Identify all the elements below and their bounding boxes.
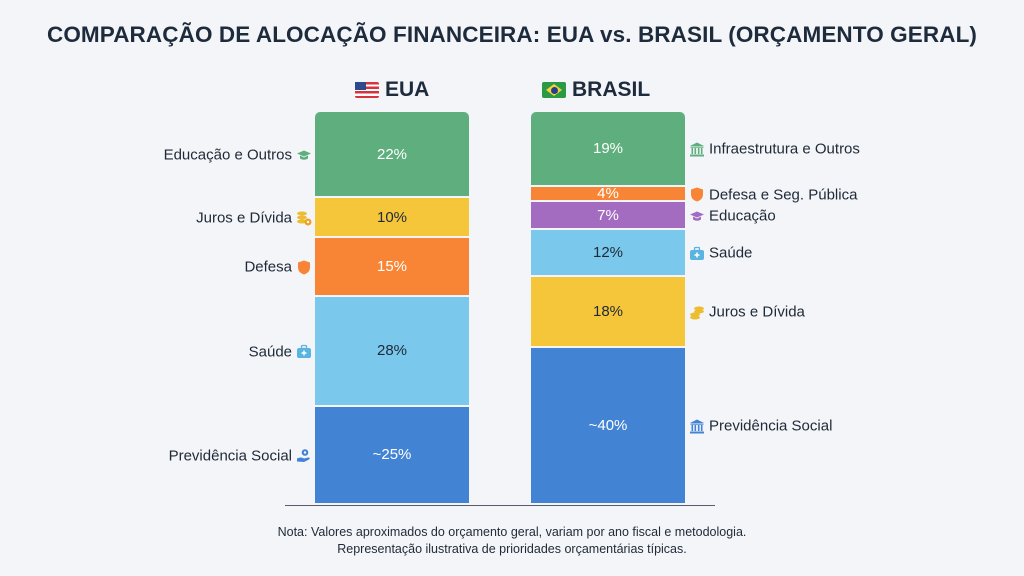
category-label-text: Previdência Social: [709, 417, 833, 435]
data-label: ~40%: [588, 416, 628, 434]
category-label-saude: Saúde: [689, 245, 752, 262]
graduation-cap-icon: [296, 147, 312, 163]
x-axis-baseline: [285, 505, 715, 506]
medical-kit-icon: [689, 245, 705, 261]
footnote-line: Representação ilustrativa de prioridades…: [337, 542, 687, 556]
bar-segment-previdencia-social: ~40%: [531, 347, 685, 505]
bar-segment-defesa-e-seg-publica: 4%: [531, 185, 685, 203]
data-label: 22%: [376, 145, 408, 163]
coins-gear-icon: [296, 210, 312, 226]
bar-segment-infraestrutura-e-outros: 19%: [531, 112, 685, 187]
stacked-bar-brasil: 19% 4% 7% 12% 18% ~40%: [531, 112, 685, 505]
coins-icon: [689, 304, 705, 320]
data-label: 10%: [376, 208, 408, 226]
column-header-label: EUA: [385, 78, 430, 101]
data-label: 12%: [592, 243, 624, 261]
category-label-juros-e-divida: Juros e Dívida: [689, 304, 805, 321]
bar-segment-juros-e-divida: 18%: [531, 277, 685, 348]
column-header-eua: EUA: [355, 78, 429, 102]
shield-icon: [296, 259, 312, 275]
data-label: 7%: [597, 206, 619, 224]
category-label-educacao: Educação: [689, 208, 776, 225]
category-label-text: Educação e Outros: [163, 146, 292, 164]
hand-gear-icon: [296, 448, 312, 464]
footnote-line: Nota: Valores aproximados do orçamento g…: [277, 525, 747, 539]
category-label-juros-e-divida: Juros e Dívida: [196, 210, 312, 227]
category-label-text: Educação: [709, 207, 776, 225]
category-label-text: Juros e Dívida: [196, 209, 292, 227]
bar-segment-defesa: 15%: [315, 237, 469, 297]
column-header-label: BRASIL: [572, 78, 651, 101]
data-label: 4%: [597, 185, 619, 203]
category-label-defesa: Defesa: [244, 259, 312, 276]
bar-segment-saude: 12%: [531, 229, 685, 278]
category-label-text: Saúde: [248, 343, 292, 361]
bank-building-icon: [689, 418, 705, 434]
brazil-flag-icon: [542, 82, 566, 98]
data-label: 18%: [592, 302, 624, 320]
category-label-text: Previdência Social: [168, 447, 292, 465]
data-label: 28%: [376, 342, 408, 360]
category-label-text: Saúde: [709, 244, 753, 262]
chart-title: COMPARAÇÃO DE ALOCAÇÃO FINANCEIRA: EUA v…: [46, 22, 978, 47]
shield-icon: [689, 187, 705, 203]
bar-segment-juros-e-divida: 10%: [315, 198, 469, 238]
bar-segment-saude: 28%: [315, 296, 469, 407]
data-label: ~25%: [372, 446, 412, 464]
bar-segment-educacao-e-outros: 22%: [315, 112, 469, 199]
category-label-infraestrutura-e-outros: Infraestrutura e Outros: [689, 141, 860, 158]
data-label: 19%: [592, 139, 624, 157]
column-header-brasil: BRASIL: [542, 78, 650, 102]
us-flag-icon: [355, 82, 379, 98]
category-label-previdencia-social: Previdência Social: [169, 447, 312, 464]
category-label-previdencia-social: Previdência Social: [689, 418, 832, 435]
category-label-text: Infraestrutura e Outros: [709, 140, 860, 158]
stacked-bar-eua: 22% 10% 15% 28% ~25%: [315, 112, 469, 505]
category-label-text: Juros e Dívida: [709, 303, 805, 321]
category-label-saude: Saúde: [249, 343, 312, 360]
data-label: 15%: [376, 257, 408, 275]
footnote: Nota: Valores aproximados do orçamento g…: [0, 524, 1024, 558]
category-label-text: Defesa: [244, 258, 292, 276]
category-label-defesa-e-seg-publica: Defesa e Seg. Pública: [689, 186, 857, 203]
bank-building-icon: [689, 141, 705, 157]
bar-segment-educacao: 7%: [531, 202, 685, 230]
graduation-cap-icon: [689, 208, 705, 224]
category-label-educacao-e-outros: Educação e Outros: [164, 147, 312, 164]
medical-kit-icon: [296, 344, 312, 360]
category-label-text: Defesa e Seg. Pública: [709, 186, 858, 204]
bar-segment-previdencia-social: ~25%: [315, 406, 469, 505]
